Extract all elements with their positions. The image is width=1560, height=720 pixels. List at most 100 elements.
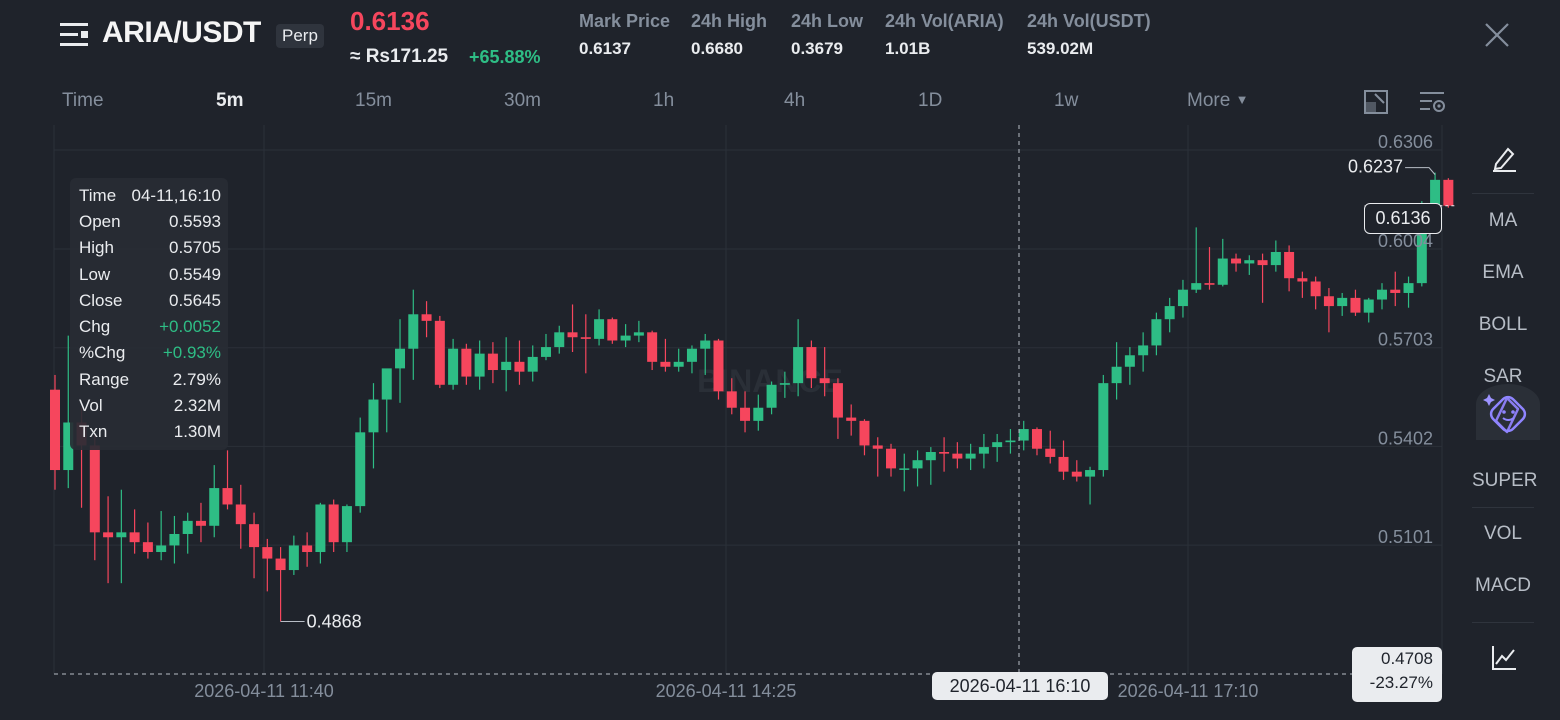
- interval-5m[interactable]: 5m: [216, 90, 244, 111]
- low-marker-label: 0.4868: [307, 612, 362, 632]
- tooltip-row-low: Low 0.5549: [79, 265, 221, 287]
- candle-body: [886, 448, 897, 469]
- tooltip-label: Vol: [79, 396, 103, 415]
- candle-body: [540, 347, 551, 357]
- interval-4h[interactable]: 4h: [784, 90, 806, 111]
- candle-body: [713, 340, 724, 392]
- tooltip-label: Open: [79, 212, 121, 231]
- bottom-price-tag: 0.4708 -23.27%: [1352, 647, 1442, 702]
- tooltip-value: +0.93%: [162, 343, 221, 362]
- interval-30m[interactable]: 30m: [504, 90, 541, 111]
- tooltip-value: 04-11,16:10: [131, 186, 221, 205]
- candle-body: [1164, 306, 1175, 320]
- ai-assistant-icon[interactable]: [1476, 384, 1540, 440]
- candle-body: [1085, 470, 1096, 477]
- candle-body: [1111, 366, 1122, 384]
- candle-body: [1443, 179, 1454, 206]
- indicator-macd[interactable]: MACD: [1475, 575, 1531, 596]
- menu-icon[interactable]: [60, 20, 90, 50]
- candle-body: [1390, 289, 1401, 293]
- candle-body: [846, 417, 857, 421]
- pencil-icon[interactable]: [1490, 144, 1518, 172]
- y-axis-label: 0.5101: [1378, 527, 1433, 547]
- candle-body: [793, 347, 804, 384]
- bottom-price-value: 0.4708: [1381, 649, 1433, 668]
- indicator-ema[interactable]: EMA: [1482, 262, 1524, 283]
- candle-body: [355, 432, 366, 507]
- candle-body: [1204, 283, 1215, 285]
- candle-body: [1058, 456, 1069, 472]
- tooltip-value: 0.5549: [169, 265, 221, 284]
- candle-body: [859, 420, 870, 446]
- low-24h-label: 24h Low: [791, 11, 864, 31]
- fiat-price: ≈ Rs171.25: [350, 46, 449, 67]
- line-chart-icon[interactable]: [1490, 644, 1518, 672]
- tooltip-label: Close: [79, 291, 123, 310]
- y-axis-label: 0.5402: [1378, 428, 1433, 448]
- candle-body: [156, 545, 167, 553]
- vol-quote-label: 24h Vol(USDT): [1027, 11, 1151, 31]
- interval-1h[interactable]: 1h: [653, 90, 675, 111]
- indicator-ma[interactable]: MA: [1488, 210, 1518, 231]
- candle-body: [965, 453, 976, 459]
- candle-body: [1138, 345, 1149, 356]
- tooltip-label: High: [79, 238, 114, 257]
- candle-body: [1098, 383, 1109, 471]
- candle-body: [1124, 355, 1135, 367]
- candle-body: [421, 314, 432, 321]
- candle-body: [275, 558, 286, 571]
- candle-body: [116, 532, 127, 538]
- candle-body: [474, 353, 485, 377]
- candle-body: [673, 361, 684, 367]
- side-divider: [1472, 193, 1534, 194]
- candle-body: [448, 348, 459, 385]
- candle-body: [1284, 251, 1295, 279]
- tooltip-value: 2.79%: [172, 370, 221, 389]
- indicator-super[interactable]: SUPER: [1472, 470, 1538, 491]
- interval-time[interactable]: Time: [62, 90, 104, 111]
- candle-body: [89, 445, 100, 533]
- interval-1d[interactable]: 1D: [918, 90, 943, 111]
- high-marker-label: 0.6237: [1348, 157, 1403, 177]
- interval-1w[interactable]: 1w: [1054, 90, 1079, 111]
- tooltip-row-pctchg: %Chg +0.93%: [79, 343, 221, 365]
- tooltip-label: Chg: [79, 317, 111, 336]
- low-24h-value: 0.3679: [791, 39, 843, 58]
- candle-body: [1270, 251, 1281, 266]
- candle-body: [103, 532, 114, 538]
- tooltip-label: Txn: [79, 422, 108, 441]
- candle-body: [1018, 429, 1029, 441]
- interval-more[interactable]: More ▼: [1187, 90, 1248, 112]
- symbol-title[interactable]: ARIA/USDT: [102, 16, 261, 49]
- tooltip-row-vol: Vol 2.32M: [79, 396, 221, 418]
- tooltip-value: 0.5593: [169, 212, 221, 231]
- candle-body: [567, 332, 578, 338]
- indicator-sar[interactable]: SAR: [1483, 366, 1523, 387]
- interval-15m[interactable]: 15m: [355, 90, 392, 111]
- fullscreen-icon[interactable]: [1363, 88, 1391, 116]
- candle-body: [554, 332, 565, 348]
- tooltip-value: 0.5705: [169, 238, 221, 257]
- candle-body: [925, 452, 936, 461]
- close-icon[interactable]: [1484, 22, 1510, 48]
- chart-settings-icon[interactable]: [1418, 88, 1446, 116]
- indicator-vol[interactable]: VOL: [1483, 523, 1523, 544]
- y-axis-label: 0.5703: [1378, 330, 1433, 350]
- candle-body: [1337, 297, 1348, 307]
- candle-body: [1031, 429, 1042, 449]
- vol-base-label: 24h Vol(ARIA): [885, 11, 1004, 31]
- candle-body: [912, 460, 923, 469]
- candle-body: [315, 504, 326, 553]
- vol-quote-value: 539.02M: [1027, 39, 1094, 58]
- candle-body: [832, 383, 843, 418]
- indicator-boll[interactable]: BOLL: [1478, 314, 1528, 335]
- candle-body: [501, 361, 512, 371]
- candle-body: [1191, 283, 1202, 290]
- candle-body: [806, 347, 817, 379]
- vol-base-value: 1.01B: [885, 39, 931, 58]
- candle-body: [1350, 297, 1361, 313]
- markers-layer: 0.6237 0.4868: [54, 125, 1455, 675]
- candle-body: [514, 361, 525, 372]
- candle-body: [992, 442, 1003, 448]
